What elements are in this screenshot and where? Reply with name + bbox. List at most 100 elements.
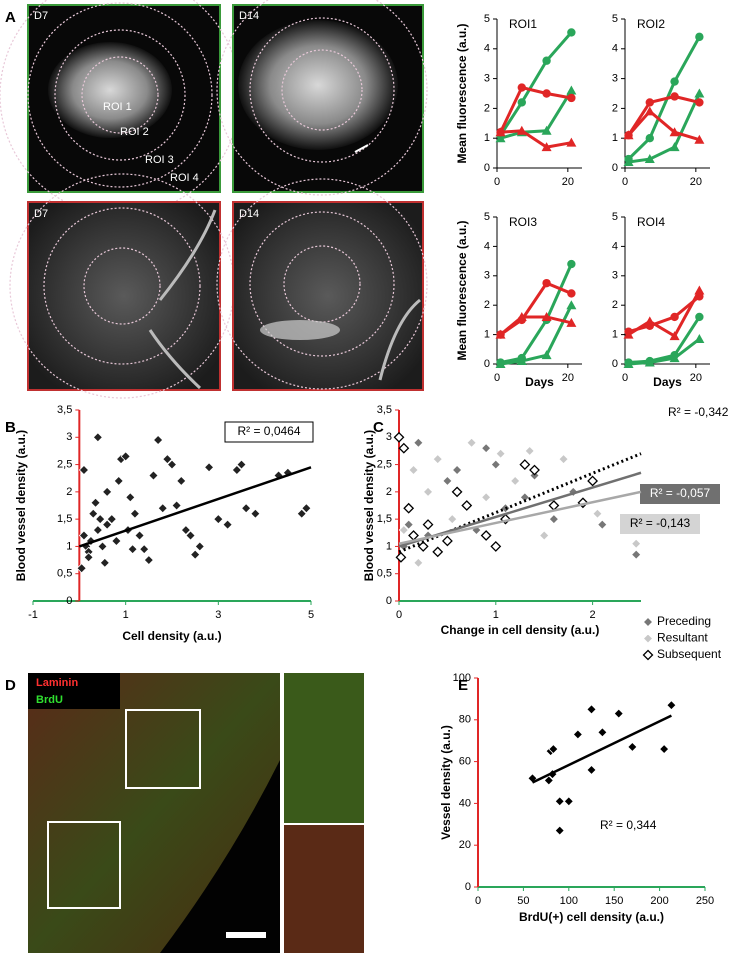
line (500, 263, 573, 364)
y-tick-label: 0 (66, 595, 72, 607)
point (490, 459, 501, 470)
label-box (224, 421, 314, 443)
point (623, 157, 634, 167)
annotation: R² = -0,057 (650, 486, 711, 500)
line (627, 109, 700, 142)
y-tick-label: 4 (612, 240, 618, 252)
point (102, 519, 113, 530)
image-label: D7 (34, 10, 48, 22)
point (566, 137, 577, 147)
annotation: R² = 0,344 (600, 818, 657, 832)
point (644, 106, 655, 116)
point (541, 350, 552, 360)
point (231, 464, 242, 476)
point (398, 442, 410, 454)
point (542, 278, 551, 288)
x-tick-label: 20 (562, 372, 574, 384)
y-tick-label: 4 (484, 43, 490, 55)
label-box (640, 484, 720, 504)
y-tick-label: 2 (484, 299, 490, 311)
point (695, 98, 704, 107)
y-tick-label: 3 (484, 270, 490, 282)
point (395, 551, 407, 563)
point (517, 83, 526, 92)
point (694, 88, 705, 98)
chart: 0 1 2 3 4 5 0 20 ROI2 (612, 13, 710, 188)
point (670, 312, 679, 322)
y-tick-label: 0,5 (57, 568, 72, 580)
x-tick-label: 0 (622, 176, 628, 188)
point (106, 514, 117, 525)
x-tick-label: 20 (690, 372, 702, 384)
trendline (78, 466, 312, 548)
point (623, 329, 634, 339)
point (529, 464, 540, 476)
panel-letter: D (5, 677, 16, 694)
point (88, 508, 99, 519)
point (417, 541, 429, 552)
point (194, 541, 205, 552)
chart-title: ROI1 (509, 17, 537, 31)
x-tick-label: 0 (494, 372, 500, 384)
x-tick-label: 2 (590, 609, 596, 621)
y-tick-label: 0 (612, 162, 618, 174)
image-tile (216, 0, 428, 196)
x-tick-label: 200 (650, 895, 668, 907)
x-tick-label: 0 (396, 609, 402, 621)
point (481, 443, 492, 454)
y-tick-label: 3 (484, 73, 490, 85)
point (543, 775, 554, 786)
point (441, 535, 453, 547)
point (495, 359, 506, 368)
point (694, 134, 705, 144)
point (542, 89, 551, 98)
point (597, 519, 608, 530)
point (645, 98, 654, 107)
point (90, 497, 101, 508)
y-tick-label: 2,5 (377, 458, 392, 470)
point (566, 85, 577, 95)
point (162, 454, 173, 465)
x-axis-label: Cell density (a.u.) (122, 629, 221, 643)
y-axis-label: Vessel density (a.u.) (439, 725, 453, 840)
point (695, 312, 704, 322)
point (586, 764, 597, 776)
point (541, 311, 552, 321)
line (628, 316, 701, 365)
point (250, 508, 261, 519)
y-tick-label: 0,5 (377, 568, 392, 580)
line (627, 36, 701, 161)
point (567, 289, 576, 298)
panel-letter: E (458, 677, 468, 694)
x-axis-label: Days (653, 375, 682, 389)
roi-label: ROI 2 (120, 126, 149, 138)
point (644, 154, 655, 164)
point (623, 130, 634, 140)
point (129, 508, 140, 519)
chart-title: ROI2 (637, 17, 665, 31)
point (567, 259, 576, 269)
point (393, 431, 405, 443)
point (659, 743, 670, 755)
y-tick-label: 0 (386, 595, 392, 607)
point (495, 329, 506, 339)
y-tick-label: 80 (459, 714, 471, 726)
point (695, 32, 704, 42)
y-tick-label: 5 (484, 211, 490, 223)
point (669, 331, 680, 341)
point (204, 462, 215, 473)
x-tick-label: 150 (605, 895, 623, 907)
annotation: R² = -0,143 (630, 516, 691, 530)
image-label: D7 (34, 208, 48, 220)
point (495, 127, 506, 137)
x-tick-label: -1 (28, 609, 38, 621)
image-tile (9, 173, 235, 399)
point (592, 508, 603, 519)
y-axis-label: Blood vessel density (a.u.) (362, 430, 376, 581)
point (241, 503, 252, 514)
y-tick-label: 5 (612, 13, 618, 25)
y-axis-label: Mean fluorescence (a.u.) (455, 220, 469, 360)
point (510, 475, 521, 487)
point (642, 616, 654, 628)
